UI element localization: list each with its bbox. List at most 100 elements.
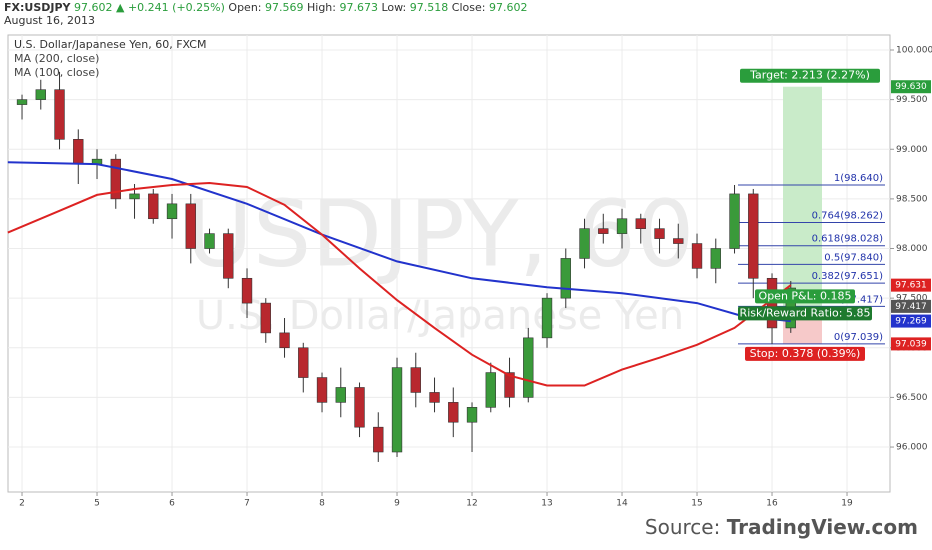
candle-body	[729, 193, 740, 249]
low: 97.518	[410, 1, 449, 14]
plot: 1(98.640) 0.764(98.262) 0.618(98.028) 0.5(9…	[7, 35, 890, 492]
price-label: 97.417	[895, 302, 927, 312]
price-label-bg	[891, 314, 931, 328]
candle-body	[354, 387, 365, 428]
candle-body	[654, 228, 665, 239]
close-label: Close:	[452, 1, 486, 14]
candle-body	[598, 228, 609, 234]
legend-entry: MA (100, close)	[14, 66, 99, 79]
high-label: High:	[307, 1, 336, 14]
price-label-bg	[891, 80, 931, 94]
candle-body	[616, 218, 628, 234]
price-label: 97.631	[895, 281, 927, 291]
close: 97.602	[489, 1, 528, 14]
price-label: 97.039	[895, 339, 927, 349]
candle-body	[185, 203, 196, 249]
x-tick-label: 14	[616, 499, 628, 509]
fib-label: 1(98.640)	[834, 173, 883, 184]
candle-body	[579, 228, 590, 259]
candle-body	[748, 193, 759, 279]
header-line: FX:USDJPY 97.602 ▲ +0.241 (+0.25%) Open:…	[4, 1, 527, 14]
fib-label: 0.382(97.651)	[812, 271, 884, 282]
candle-body	[260, 302, 271, 334]
x-tick-label: 19	[841, 499, 853, 509]
candle-body	[466, 407, 478, 423]
source: Source: TradingView.com	[645, 515, 918, 539]
candle-body	[223, 233, 234, 279]
candle-body	[673, 238, 684, 244]
symbol: FX:USDJPY	[4, 1, 72, 14]
candle-body	[485, 372, 496, 408]
candle-body	[541, 297, 553, 339]
rr-label: Risk/Reward Ratio: 5.85	[740, 306, 871, 319]
candle-body	[710, 248, 721, 269]
candle-body	[129, 193, 140, 200]
candle-body	[54, 89, 65, 140]
price-label-bg	[891, 337, 931, 351]
source-name: TradingView.com	[727, 515, 918, 539]
candle-body	[373, 426, 384, 453]
open-label: Open:	[228, 1, 261, 14]
y-tick-label: 99.500	[896, 95, 928, 105]
fib-label: 0.764(98.262)	[812, 211, 884, 222]
target-label: Target: 2.213 (2.27%)	[749, 69, 870, 82]
y-tick-label: 99.000	[896, 145, 928, 155]
price-label-bg	[891, 299, 931, 313]
open: 97.569	[265, 1, 304, 14]
target-zone	[783, 86, 822, 307]
source-prefix: Source:	[645, 515, 720, 539]
candle-body	[279, 332, 290, 349]
x-tick-label: 7	[244, 499, 250, 509]
change: ▲ +0.241 (+0.25%)	[116, 1, 225, 14]
candle-body	[204, 233, 215, 249]
y-tick-label: 97.500	[896, 294, 928, 304]
candle-body	[504, 372, 515, 398]
candle-body	[148, 193, 159, 220]
candle-body	[110, 158, 121, 200]
candle-body	[16, 99, 28, 105]
candle-body	[560, 258, 571, 299]
high: 97.673	[340, 1, 379, 14]
x-tick-label: 6	[169, 499, 175, 509]
legend-entry: MA (200, close)	[14, 52, 99, 65]
date: August 16, 2013	[4, 14, 95, 27]
plot-frame	[7, 34, 891, 493]
x-tick-label: 12	[466, 499, 477, 509]
x-tick-label: 5	[94, 499, 100, 509]
candle-body	[410, 367, 421, 393]
stop-label: Stop: 0.378 (0.39%)	[750, 347, 861, 360]
y-tick-label: 100.000	[896, 45, 932, 55]
pnl-label-bg	[755, 289, 855, 304]
candle-body	[691, 243, 703, 269]
candle-body	[635, 218, 646, 229]
price: 97.602	[74, 1, 113, 14]
y-tick-label: 96.000	[896, 443, 928, 453]
chart-title: U.S. Dollar/Japanese Yen, 60, FXCM	[14, 38, 206, 51]
candle-body	[523, 337, 534, 398]
price-label: 99.630	[895, 82, 927, 92]
ma-line	[7, 181, 792, 387]
candle-body	[448, 402, 459, 423]
target-label-bg	[740, 68, 880, 83]
fib-label: 0.5(97.840)	[824, 252, 883, 263]
low-label: Low:	[382, 1, 407, 14]
x-tick-label: 2	[19, 499, 25, 509]
stop-label-bg	[745, 346, 865, 361]
candle-body	[335, 387, 346, 403]
rr-label-bg	[738, 306, 872, 321]
price-label: 97.269	[895, 317, 927, 327]
y-tick-label: 98.000	[896, 244, 928, 254]
candle-body	[241, 277, 253, 304]
candle-body	[298, 347, 309, 378]
candle-body	[429, 392, 440, 403]
candle-body	[391, 367, 403, 453]
candle-body	[73, 139, 84, 165]
x-tick-label: 9	[394, 499, 400, 509]
candle-body	[35, 89, 46, 100]
y-tick-label: 98.500	[896, 194, 928, 204]
candle-body	[316, 377, 328, 403]
ma-line	[7, 161, 791, 323]
x-tick-label: 16	[766, 499, 778, 509]
